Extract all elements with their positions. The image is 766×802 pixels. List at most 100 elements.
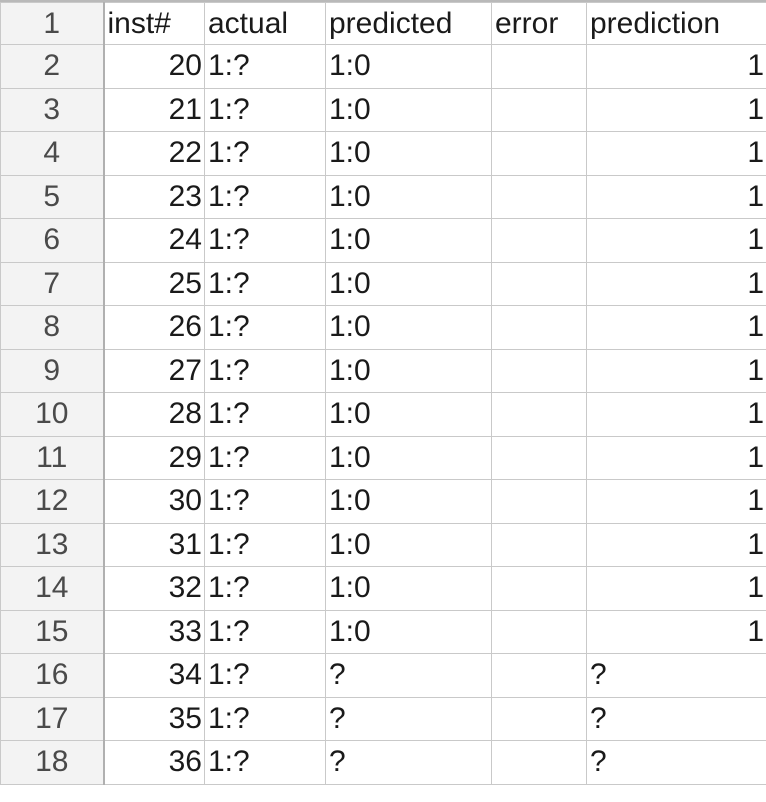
cell-inst[interactable]: 20 <box>104 45 205 89</box>
cell-inst[interactable]: 31 <box>104 523 205 567</box>
cell-actual[interactable]: 1:? <box>205 523 326 567</box>
row-header[interactable]: 12 <box>1 480 104 524</box>
cell-predicted[interactable]: 1:0 <box>326 45 492 89</box>
row-header[interactable]: 14 <box>1 567 104 611</box>
row-header[interactable]: 10 <box>1 393 104 437</box>
cell-predicted[interactable]: ? <box>326 741 492 785</box>
cell-inst[interactable]: 36 <box>104 741 205 785</box>
cell-error[interactable] <box>492 480 587 524</box>
row-header[interactable]: 8 <box>1 306 104 350</box>
cell-predicted[interactable]: 1:0 <box>326 132 492 176</box>
cell-error[interactable] <box>492 132 587 176</box>
cell-error[interactable] <box>492 741 587 785</box>
row-header[interactable]: 18 <box>1 741 104 785</box>
row-header[interactable]: 5 <box>1 175 104 219</box>
cell-error[interactable] <box>492 306 587 350</box>
cell-error[interactable] <box>492 262 587 306</box>
cell-predicted[interactable]: 1:0 <box>326 88 492 132</box>
cell-inst[interactable]: 29 <box>104 436 205 480</box>
cell-error[interactable] <box>492 523 587 567</box>
cell-actual[interactable]: 1:? <box>205 480 326 524</box>
cell-inst[interactable]: 34 <box>104 654 205 698</box>
cell-actual[interactable]: 1:? <box>205 697 326 741</box>
cell-error[interactable] <box>492 697 587 741</box>
cell-actual[interactable]: 1:? <box>205 262 326 306</box>
cell-error[interactable] <box>492 610 587 654</box>
cell-error[interactable] <box>492 436 587 480</box>
cell-error[interactable] <box>492 88 587 132</box>
cell-predicted[interactable]: 1:0 <box>326 219 492 263</box>
cell-actual[interactable]: 1:? <box>205 349 326 393</box>
cell-actual[interactable]: 1:? <box>205 567 326 611</box>
cell-header-error[interactable]: error <box>492 3 587 45</box>
cell-prediction[interactable]: 1 <box>587 349 766 393</box>
cell-inst[interactable]: 33 <box>104 610 205 654</box>
cell-error[interactable] <box>492 175 587 219</box>
cell-actual[interactable]: 1:? <box>205 306 326 350</box>
cell-prediction[interactable]: 1 <box>587 436 766 480</box>
cell-inst[interactable]: 26 <box>104 306 205 350</box>
cell-prediction[interactable]: ? <box>587 697 766 741</box>
cell-actual[interactable]: 1:? <box>205 393 326 437</box>
row-header[interactable]: 1 <box>1 3 104 45</box>
cell-prediction[interactable]: 1 <box>587 132 766 176</box>
cell-error[interactable] <box>492 45 587 89</box>
cell-inst[interactable]: 27 <box>104 349 205 393</box>
row-header[interactable]: 15 <box>1 610 104 654</box>
row-header[interactable]: 4 <box>1 132 104 176</box>
cell-predicted[interactable]: 1:0 <box>326 523 492 567</box>
cell-inst[interactable]: 30 <box>104 480 205 524</box>
cell-predicted[interactable]: ? <box>326 654 492 698</box>
row-header[interactable]: 11 <box>1 436 104 480</box>
cell-prediction[interactable]: 1 <box>587 175 766 219</box>
cell-error[interactable] <box>492 654 587 698</box>
row-header[interactable]: 13 <box>1 523 104 567</box>
cell-prediction[interactable]: 1 <box>587 219 766 263</box>
cell-prediction[interactable]: 1 <box>587 262 766 306</box>
row-header[interactable]: 3 <box>1 88 104 132</box>
cell-error[interactable] <box>492 349 587 393</box>
cell-inst[interactable]: 22 <box>104 132 205 176</box>
cell-inst[interactable]: 25 <box>104 262 205 306</box>
cell-prediction[interactable]: ? <box>587 654 766 698</box>
cell-actual[interactable]: 1:? <box>205 741 326 785</box>
cell-predicted[interactable]: ? <box>326 697 492 741</box>
cell-header-inst[interactable]: inst# <box>104 3 205 45</box>
cell-header-actual[interactable]: actual <box>205 3 326 45</box>
cell-inst[interactable]: 24 <box>104 219 205 263</box>
cell-actual[interactable]: 1:? <box>205 88 326 132</box>
cell-prediction[interactable]: 1 <box>587 45 766 89</box>
cell-prediction[interactable]: ? <box>587 741 766 785</box>
cell-actual[interactable]: 1:? <box>205 654 326 698</box>
cell-header-prediction[interactable]: prediction <box>587 3 766 45</box>
row-header[interactable]: 9 <box>1 349 104 393</box>
cell-predicted[interactable]: 1:0 <box>326 610 492 654</box>
cell-actual[interactable]: 1:? <box>205 175 326 219</box>
cell-inst[interactable]: 28 <box>104 393 205 437</box>
cell-predicted[interactable]: 1:0 <box>326 480 492 524</box>
cell-predicted[interactable]: 1:0 <box>326 567 492 611</box>
cell-predicted[interactable]: 1:0 <box>326 349 492 393</box>
cell-error[interactable] <box>492 393 587 437</box>
cell-prediction[interactable]: 1 <box>587 480 766 524</box>
cell-header-predicted[interactable]: predicted <box>326 3 492 45</box>
cell-inst[interactable]: 23 <box>104 175 205 219</box>
cell-actual[interactable]: 1:? <box>205 610 326 654</box>
cell-actual[interactable]: 1:? <box>205 132 326 176</box>
cell-predicted[interactable]: 1:0 <box>326 306 492 350</box>
cell-predicted[interactable]: 1:0 <box>326 393 492 437</box>
cell-prediction[interactable]: 1 <box>587 523 766 567</box>
cell-inst[interactable]: 35 <box>104 697 205 741</box>
cell-error[interactable] <box>492 567 587 611</box>
cell-prediction[interactable]: 1 <box>587 306 766 350</box>
row-header[interactable]: 6 <box>1 219 104 263</box>
cell-inst[interactable]: 32 <box>104 567 205 611</box>
cell-predicted[interactable]: 1:0 <box>326 436 492 480</box>
cell-prediction[interactable]: 1 <box>587 88 766 132</box>
cell-prediction[interactable]: 1 <box>587 610 766 654</box>
row-header[interactable]: 17 <box>1 697 104 741</box>
row-header[interactable]: 2 <box>1 45 104 89</box>
cell-inst[interactable]: 21 <box>104 88 205 132</box>
row-header[interactable]: 16 <box>1 654 104 698</box>
cell-predicted[interactable]: 1:0 <box>326 262 492 306</box>
